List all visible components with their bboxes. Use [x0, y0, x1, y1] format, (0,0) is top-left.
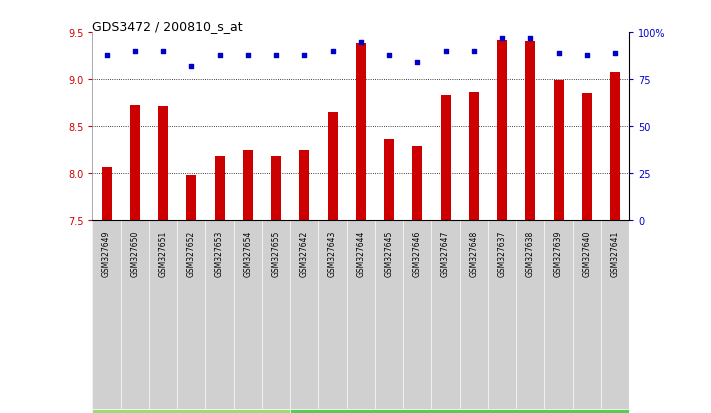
Text: GSM327637: GSM327637	[498, 230, 507, 277]
Bar	[158, 106, 168, 221]
Point	[468, 48, 479, 55]
Point	[525, 36, 536, 42]
Text: GSM327643: GSM327643	[328, 230, 337, 277]
Bar	[525, 41, 535, 221]
Text: GSM327644: GSM327644	[356, 230, 365, 277]
Point	[440, 48, 451, 55]
Text: GSM327645: GSM327645	[385, 230, 394, 277]
Bar	[356, 44, 365, 221]
Bar	[582, 94, 592, 221]
Bar	[610, 73, 620, 221]
Bar	[469, 93, 479, 221]
Bar	[243, 150, 253, 221]
Bar	[271, 156, 281, 221]
Point	[496, 36, 508, 42]
Text: GSM327652: GSM327652	[187, 230, 196, 276]
Text: GSM327638: GSM327638	[526, 230, 535, 276]
Text: GDS3472 / 200810_s_at: GDS3472 / 200810_s_at	[92, 20, 243, 33]
Point	[270, 52, 282, 59]
Point	[101, 52, 112, 59]
Bar	[554, 81, 564, 221]
Point	[242, 52, 254, 59]
Point	[383, 52, 395, 59]
Text: GSM327649: GSM327649	[102, 230, 111, 277]
Text: GSM327651: GSM327651	[159, 230, 168, 276]
Text: GSM327641: GSM327641	[611, 230, 619, 276]
Point	[327, 48, 338, 55]
Point	[581, 52, 592, 59]
Text: GSM327655: GSM327655	[272, 230, 281, 277]
Bar	[215, 156, 225, 221]
Bar	[328, 113, 338, 221]
Text: GSM327653: GSM327653	[215, 230, 224, 277]
Point	[412, 60, 423, 66]
Point	[356, 39, 367, 46]
Text: GSM327646: GSM327646	[413, 230, 422, 277]
Text: GSM327639: GSM327639	[554, 230, 563, 277]
Bar	[412, 147, 422, 221]
Point	[129, 48, 141, 55]
Text: GSM327647: GSM327647	[441, 230, 450, 277]
Bar	[130, 105, 140, 221]
Point	[299, 52, 310, 59]
Point	[553, 50, 565, 57]
Bar	[384, 139, 394, 221]
Text: GSM327640: GSM327640	[582, 230, 592, 277]
Text: GSM327654: GSM327654	[243, 230, 252, 277]
Text: GSM327648: GSM327648	[469, 230, 479, 276]
Bar	[102, 167, 112, 221]
Point	[609, 50, 621, 57]
Text: GSM327650: GSM327650	[130, 230, 139, 277]
Point	[157, 48, 169, 55]
Text: GSM327642: GSM327642	[300, 230, 309, 276]
Bar	[299, 150, 309, 221]
Point	[186, 64, 197, 70]
Point	[214, 52, 225, 59]
Bar	[441, 96, 451, 221]
Bar	[497, 40, 507, 221]
Bar	[186, 176, 196, 221]
